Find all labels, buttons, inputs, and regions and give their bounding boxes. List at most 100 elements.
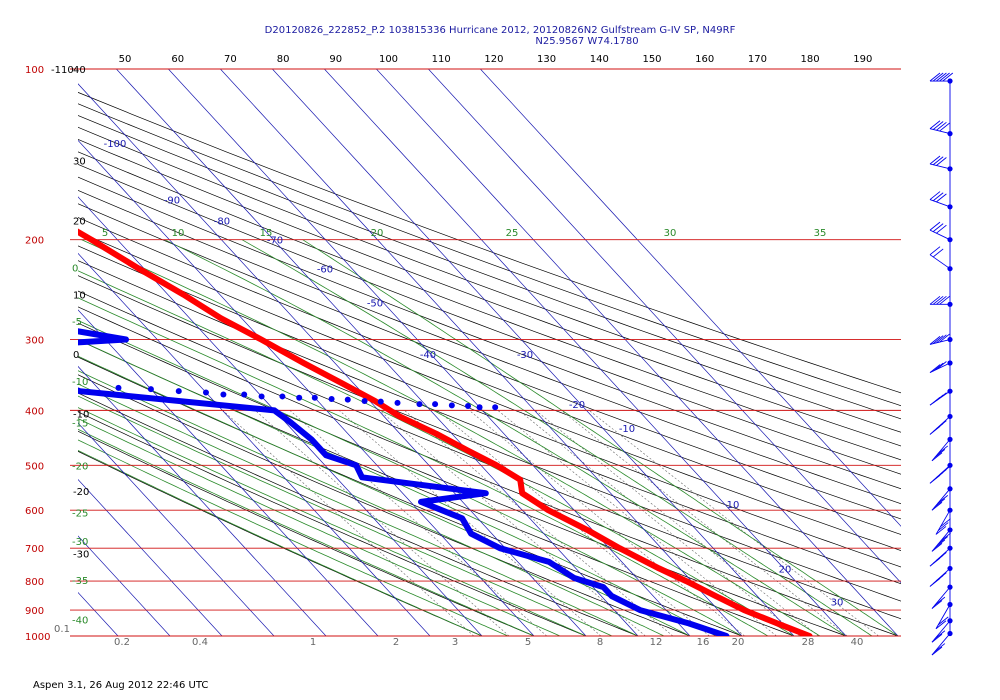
mixing-ratio-label: 12 xyxy=(650,637,663,648)
isotherm-line xyxy=(78,422,275,636)
pressure-label: 300 xyxy=(25,336,44,347)
isotherm-line xyxy=(78,365,327,636)
isotherm-label: -30 xyxy=(517,350,533,361)
isotherm-line xyxy=(78,83,587,636)
wind-barb-flag xyxy=(939,466,950,476)
mixing-ratio-label: 28 xyxy=(802,637,815,648)
wind-barb-flag xyxy=(936,572,947,582)
isotherm-label: -80 xyxy=(214,216,230,227)
wind-barb-flag xyxy=(937,536,949,545)
isotherm-label: -100 xyxy=(104,139,127,150)
isotherm-line xyxy=(480,69,901,527)
dry-adiabat-line xyxy=(78,374,691,636)
wind-barb-flag xyxy=(934,449,946,458)
wind-barb-flag xyxy=(939,333,950,343)
dry-adiabat-line xyxy=(78,217,901,535)
dewpoint-line xyxy=(78,328,730,636)
isotherm-label: -60 xyxy=(317,265,333,276)
isotherm-label: 20 xyxy=(779,564,792,575)
left-scale-label: -30 xyxy=(73,549,89,560)
left-scale-label: -110 xyxy=(51,65,74,76)
dry-adiabat-line xyxy=(78,103,901,407)
moist-adiabat-label: 5 xyxy=(102,228,108,239)
pressure-label: 700 xyxy=(25,544,44,555)
isotherm-label: 10 xyxy=(727,500,740,511)
chart-title: D20120826_222852_P.2 103815336 Hurricane… xyxy=(265,25,736,36)
dry-adiabat-line xyxy=(78,203,901,520)
mixing-ratio-label: 2 xyxy=(393,637,399,648)
pressure-label: 1000 xyxy=(25,632,50,643)
wind-barb-flag xyxy=(929,336,941,345)
dewpoint-point xyxy=(175,388,182,395)
dry-adiabat-line xyxy=(78,91,901,394)
dewpoint-point xyxy=(377,398,384,405)
wind-barb-flag xyxy=(929,246,941,256)
top-scale-label: 140 xyxy=(590,54,609,65)
top-scale-label: 100 xyxy=(379,54,398,65)
moist-adiabat-label: -5 xyxy=(72,317,82,328)
dry-adiabat-line xyxy=(78,176,901,490)
dewpoint-point xyxy=(115,384,122,391)
moist-adiabat-label: 35 xyxy=(814,228,827,239)
pressure-label: 600 xyxy=(25,506,44,517)
mixing-ratio-label: 0.2 xyxy=(114,637,130,648)
wind-barb-flag xyxy=(929,120,941,130)
left-scale-label: 20 xyxy=(73,216,86,227)
dry-adiabat-line xyxy=(78,290,901,620)
moist-adiabat-label: -15 xyxy=(72,418,88,429)
moist-adiabat-line xyxy=(78,339,717,636)
wind-barb-flag xyxy=(942,72,954,82)
wind-barb-flag xyxy=(934,630,946,640)
temperature-trace xyxy=(78,228,813,636)
isotherm-label: -70 xyxy=(267,236,283,247)
dry-adiabat-line xyxy=(78,151,901,461)
mixing-ratio-label: 20 xyxy=(732,637,745,648)
top-scale-label: 50 xyxy=(119,54,132,65)
wind-barb-flag xyxy=(932,72,944,82)
wind-barb-flag xyxy=(936,224,947,234)
wind-barb-shaft xyxy=(929,362,951,373)
pressure-label: 400 xyxy=(25,406,44,417)
moist-adiabat-label: -20 xyxy=(72,461,88,472)
dry-adiabat-line xyxy=(78,430,535,636)
dewpoint-point xyxy=(394,399,401,406)
top-scale-label: 120 xyxy=(484,54,503,65)
wind-barb-flag xyxy=(937,495,949,504)
dry-adiabat-line xyxy=(78,275,901,602)
moist-adiabat-label: -40 xyxy=(72,615,88,626)
wind-barb-shaft xyxy=(931,633,951,656)
wind-barb-flag xyxy=(931,633,943,643)
pressure-label: 900 xyxy=(25,606,44,617)
isotherm-line xyxy=(0,69,14,636)
moist-adiabat-label: 15 xyxy=(260,228,273,239)
wind-barb-flag xyxy=(939,122,950,132)
wind-barb-flag xyxy=(937,616,949,626)
dewpoint-point xyxy=(258,393,265,400)
mixing-ratio-label: 0.1 xyxy=(54,624,70,635)
pressure-label: 500 xyxy=(25,461,44,472)
wind-barb-flag xyxy=(931,501,943,511)
left-scale-label: -20 xyxy=(73,487,89,498)
top-scale-label: 80 xyxy=(277,54,290,65)
wind-barb-flag xyxy=(934,643,946,652)
mixing-ratio-label: 5 xyxy=(525,637,531,648)
moist-adiabat-label: 30 xyxy=(664,228,677,239)
isotherm-line xyxy=(116,69,639,636)
wind-barb-flag xyxy=(931,543,943,552)
moist-adiabat-line xyxy=(241,239,873,636)
top-scale-label: 180 xyxy=(801,54,820,65)
wind-barb-shaft xyxy=(931,488,951,511)
wind-barb-flag xyxy=(932,335,944,344)
dewpoint-point xyxy=(147,386,154,393)
isobars xyxy=(70,68,901,637)
wind-barb-flag xyxy=(929,364,941,373)
mixing-ratio-line xyxy=(255,410,510,636)
dry-adiabat-line xyxy=(78,231,901,551)
wind-barb-shaft xyxy=(929,254,951,270)
wind-barb-flag xyxy=(934,596,946,606)
dewpoint-point xyxy=(465,403,472,410)
wind-barb-flag xyxy=(939,295,950,305)
pressure-label: 800 xyxy=(25,577,44,588)
dewpoint-point xyxy=(361,397,368,404)
